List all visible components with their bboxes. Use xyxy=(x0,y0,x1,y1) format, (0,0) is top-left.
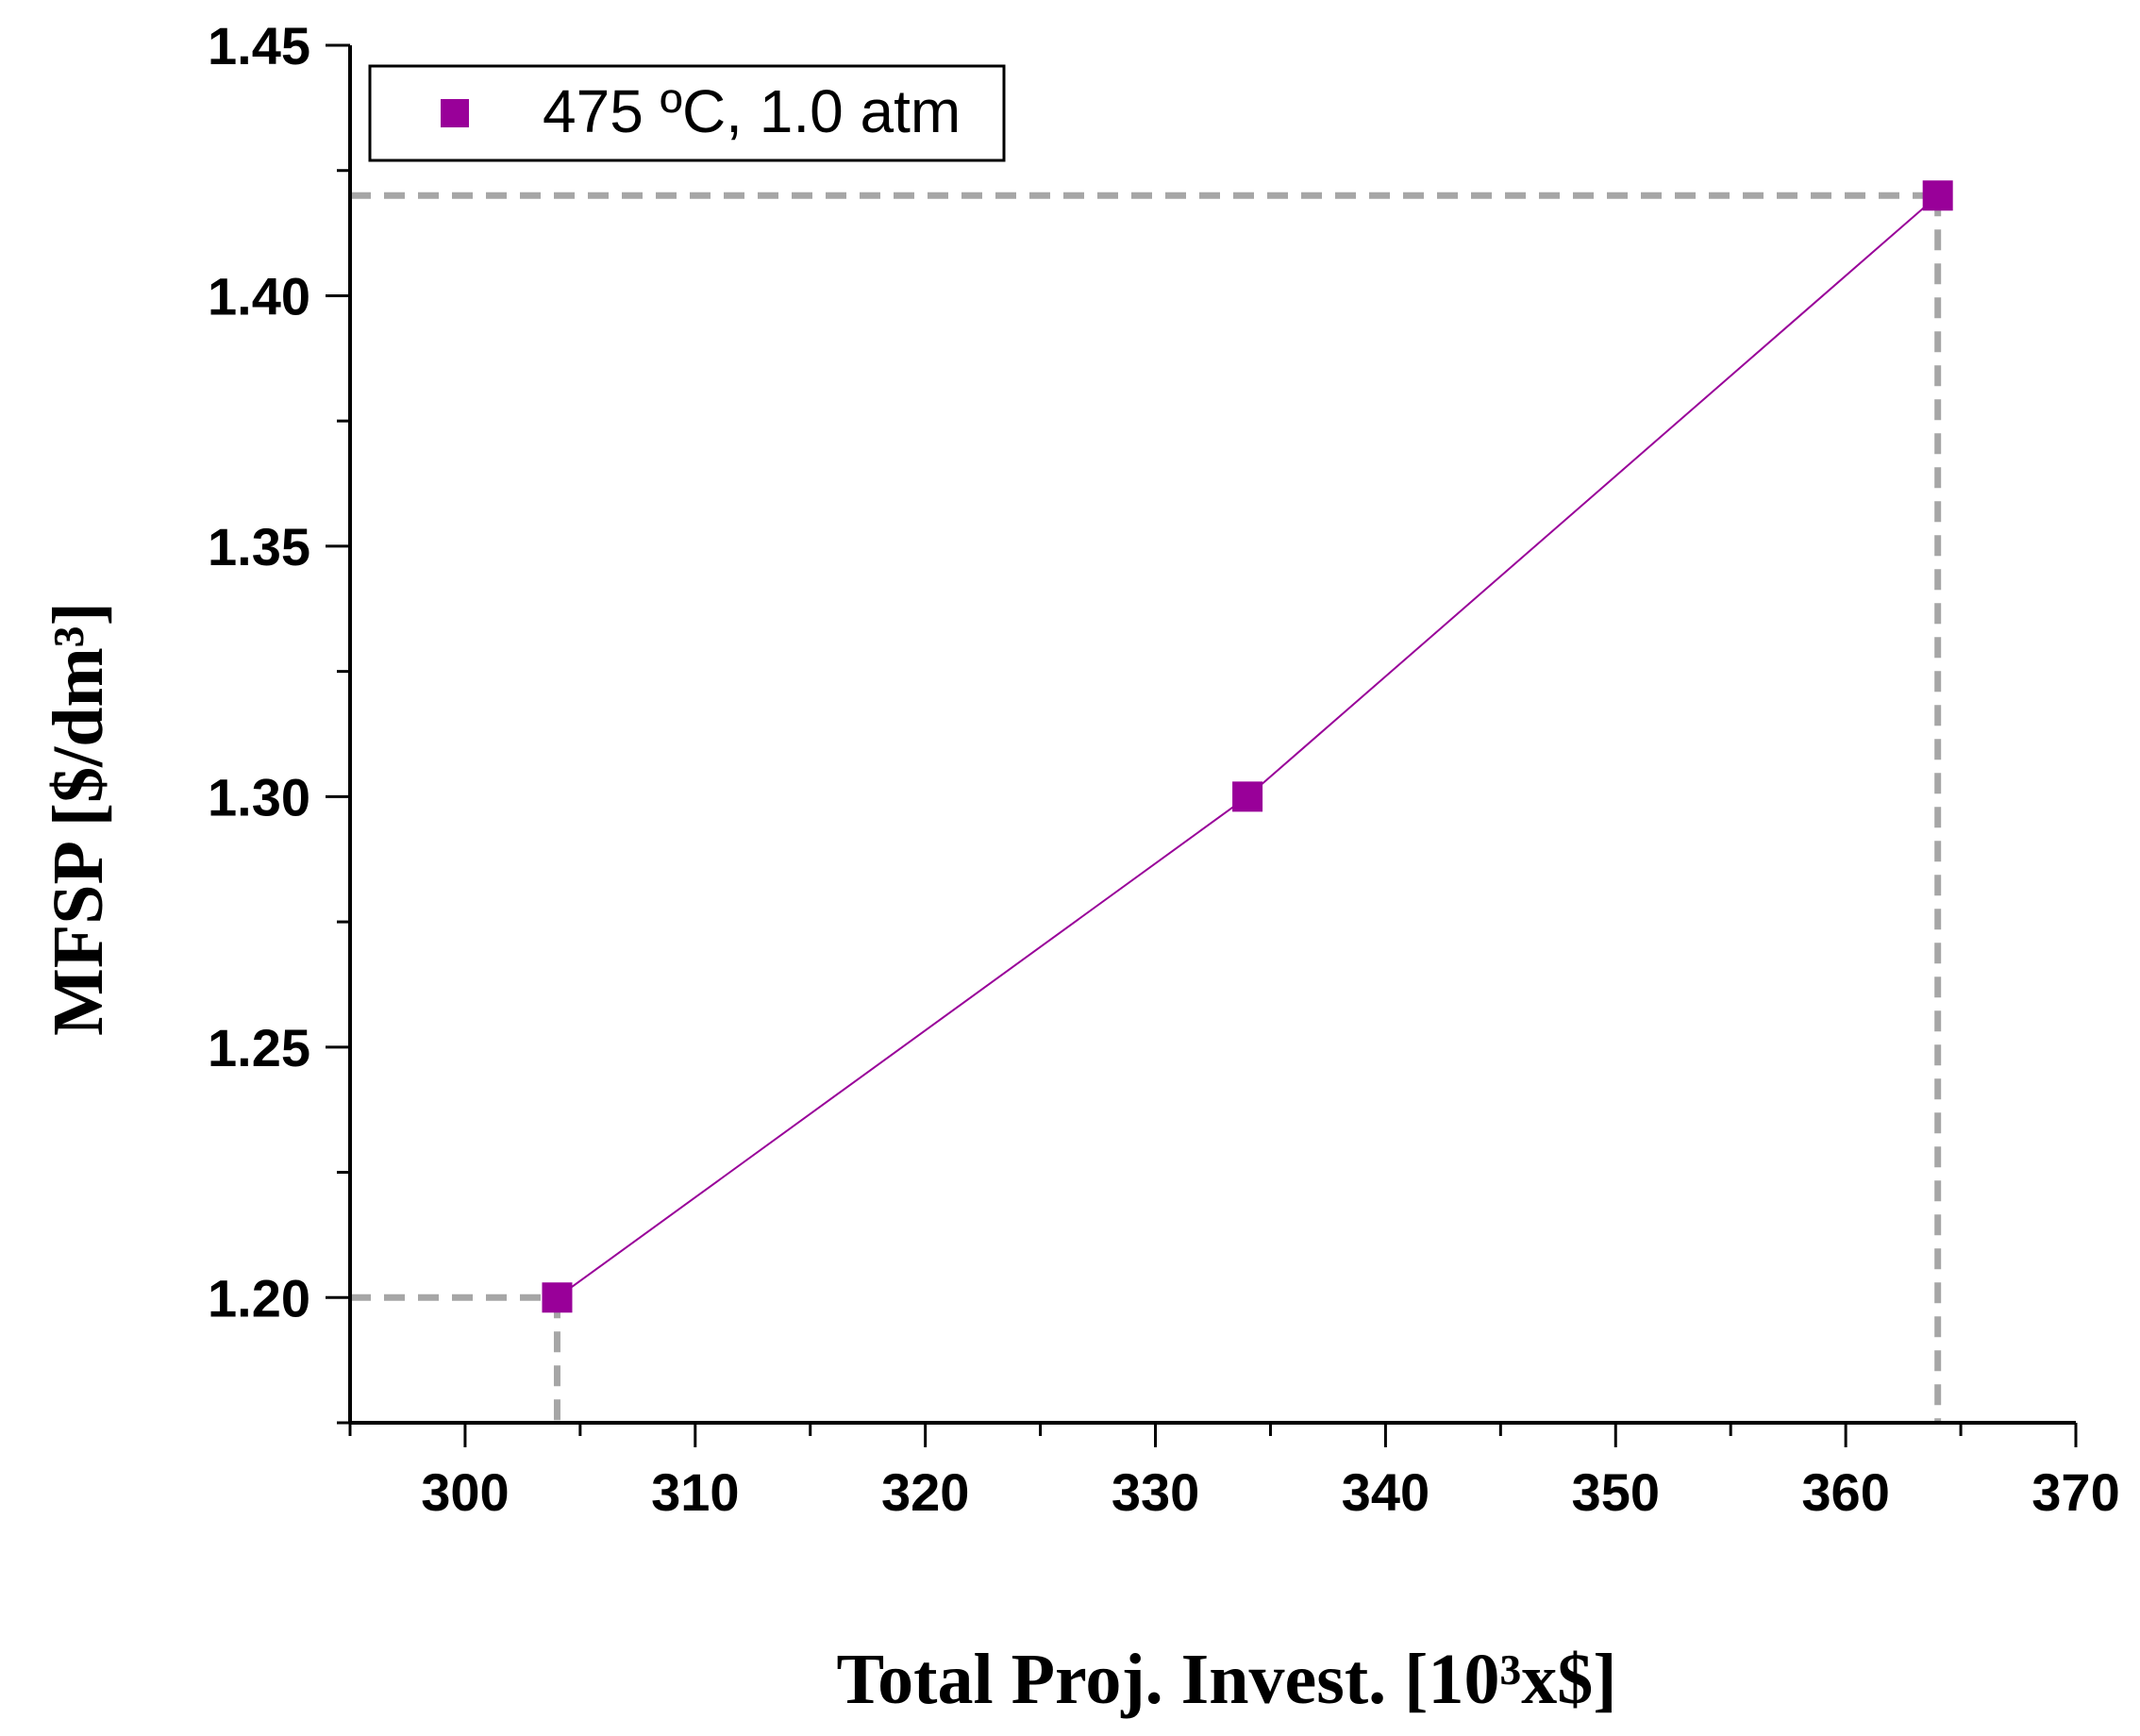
x-tick-label: 320 xyxy=(881,1462,969,1522)
legend-label: 475 ºC, 1.0 atm xyxy=(543,77,961,145)
y-tick-label: 1.35 xyxy=(208,517,310,576)
x-axis-title: Total Proj. Invest. [10³x$] xyxy=(836,1640,1616,1719)
x-tick-label: 310 xyxy=(651,1462,739,1522)
x-tick-label: 370 xyxy=(2031,1462,2119,1522)
x-tick-label: 350 xyxy=(1572,1462,1660,1522)
legend: 475 ºC, 1.0 atm xyxy=(368,64,1006,162)
x-tick-label: 330 xyxy=(1112,1462,1199,1522)
y-tick-label: 1.30 xyxy=(208,767,310,826)
y-tick-label: 1.45 xyxy=(208,16,310,75)
y-axis-title: MFSP [$/dm³] xyxy=(39,602,118,1036)
data-point xyxy=(542,1282,573,1313)
y-tick-label: 1.40 xyxy=(208,266,310,326)
axes xyxy=(348,45,2076,1425)
x-tick-label: 360 xyxy=(1801,1462,1889,1522)
data-point xyxy=(1232,781,1263,812)
x-tick-label: 340 xyxy=(1342,1462,1429,1522)
legend-box xyxy=(368,64,1006,162)
data-point xyxy=(1922,180,1953,211)
legend-marker xyxy=(441,99,469,127)
x-tick-label: 300 xyxy=(421,1462,509,1522)
series-line xyxy=(556,194,1939,1299)
series-layer xyxy=(542,180,1953,1313)
y-tick-label: 1.20 xyxy=(208,1268,310,1327)
ticks: 300 310 320 330 340 350 360 370 1.20 1.25 1.30 1.35… xyxy=(208,16,2120,1522)
y-tick-label: 1.25 xyxy=(208,1018,310,1077)
reference-lines xyxy=(350,192,1942,1423)
